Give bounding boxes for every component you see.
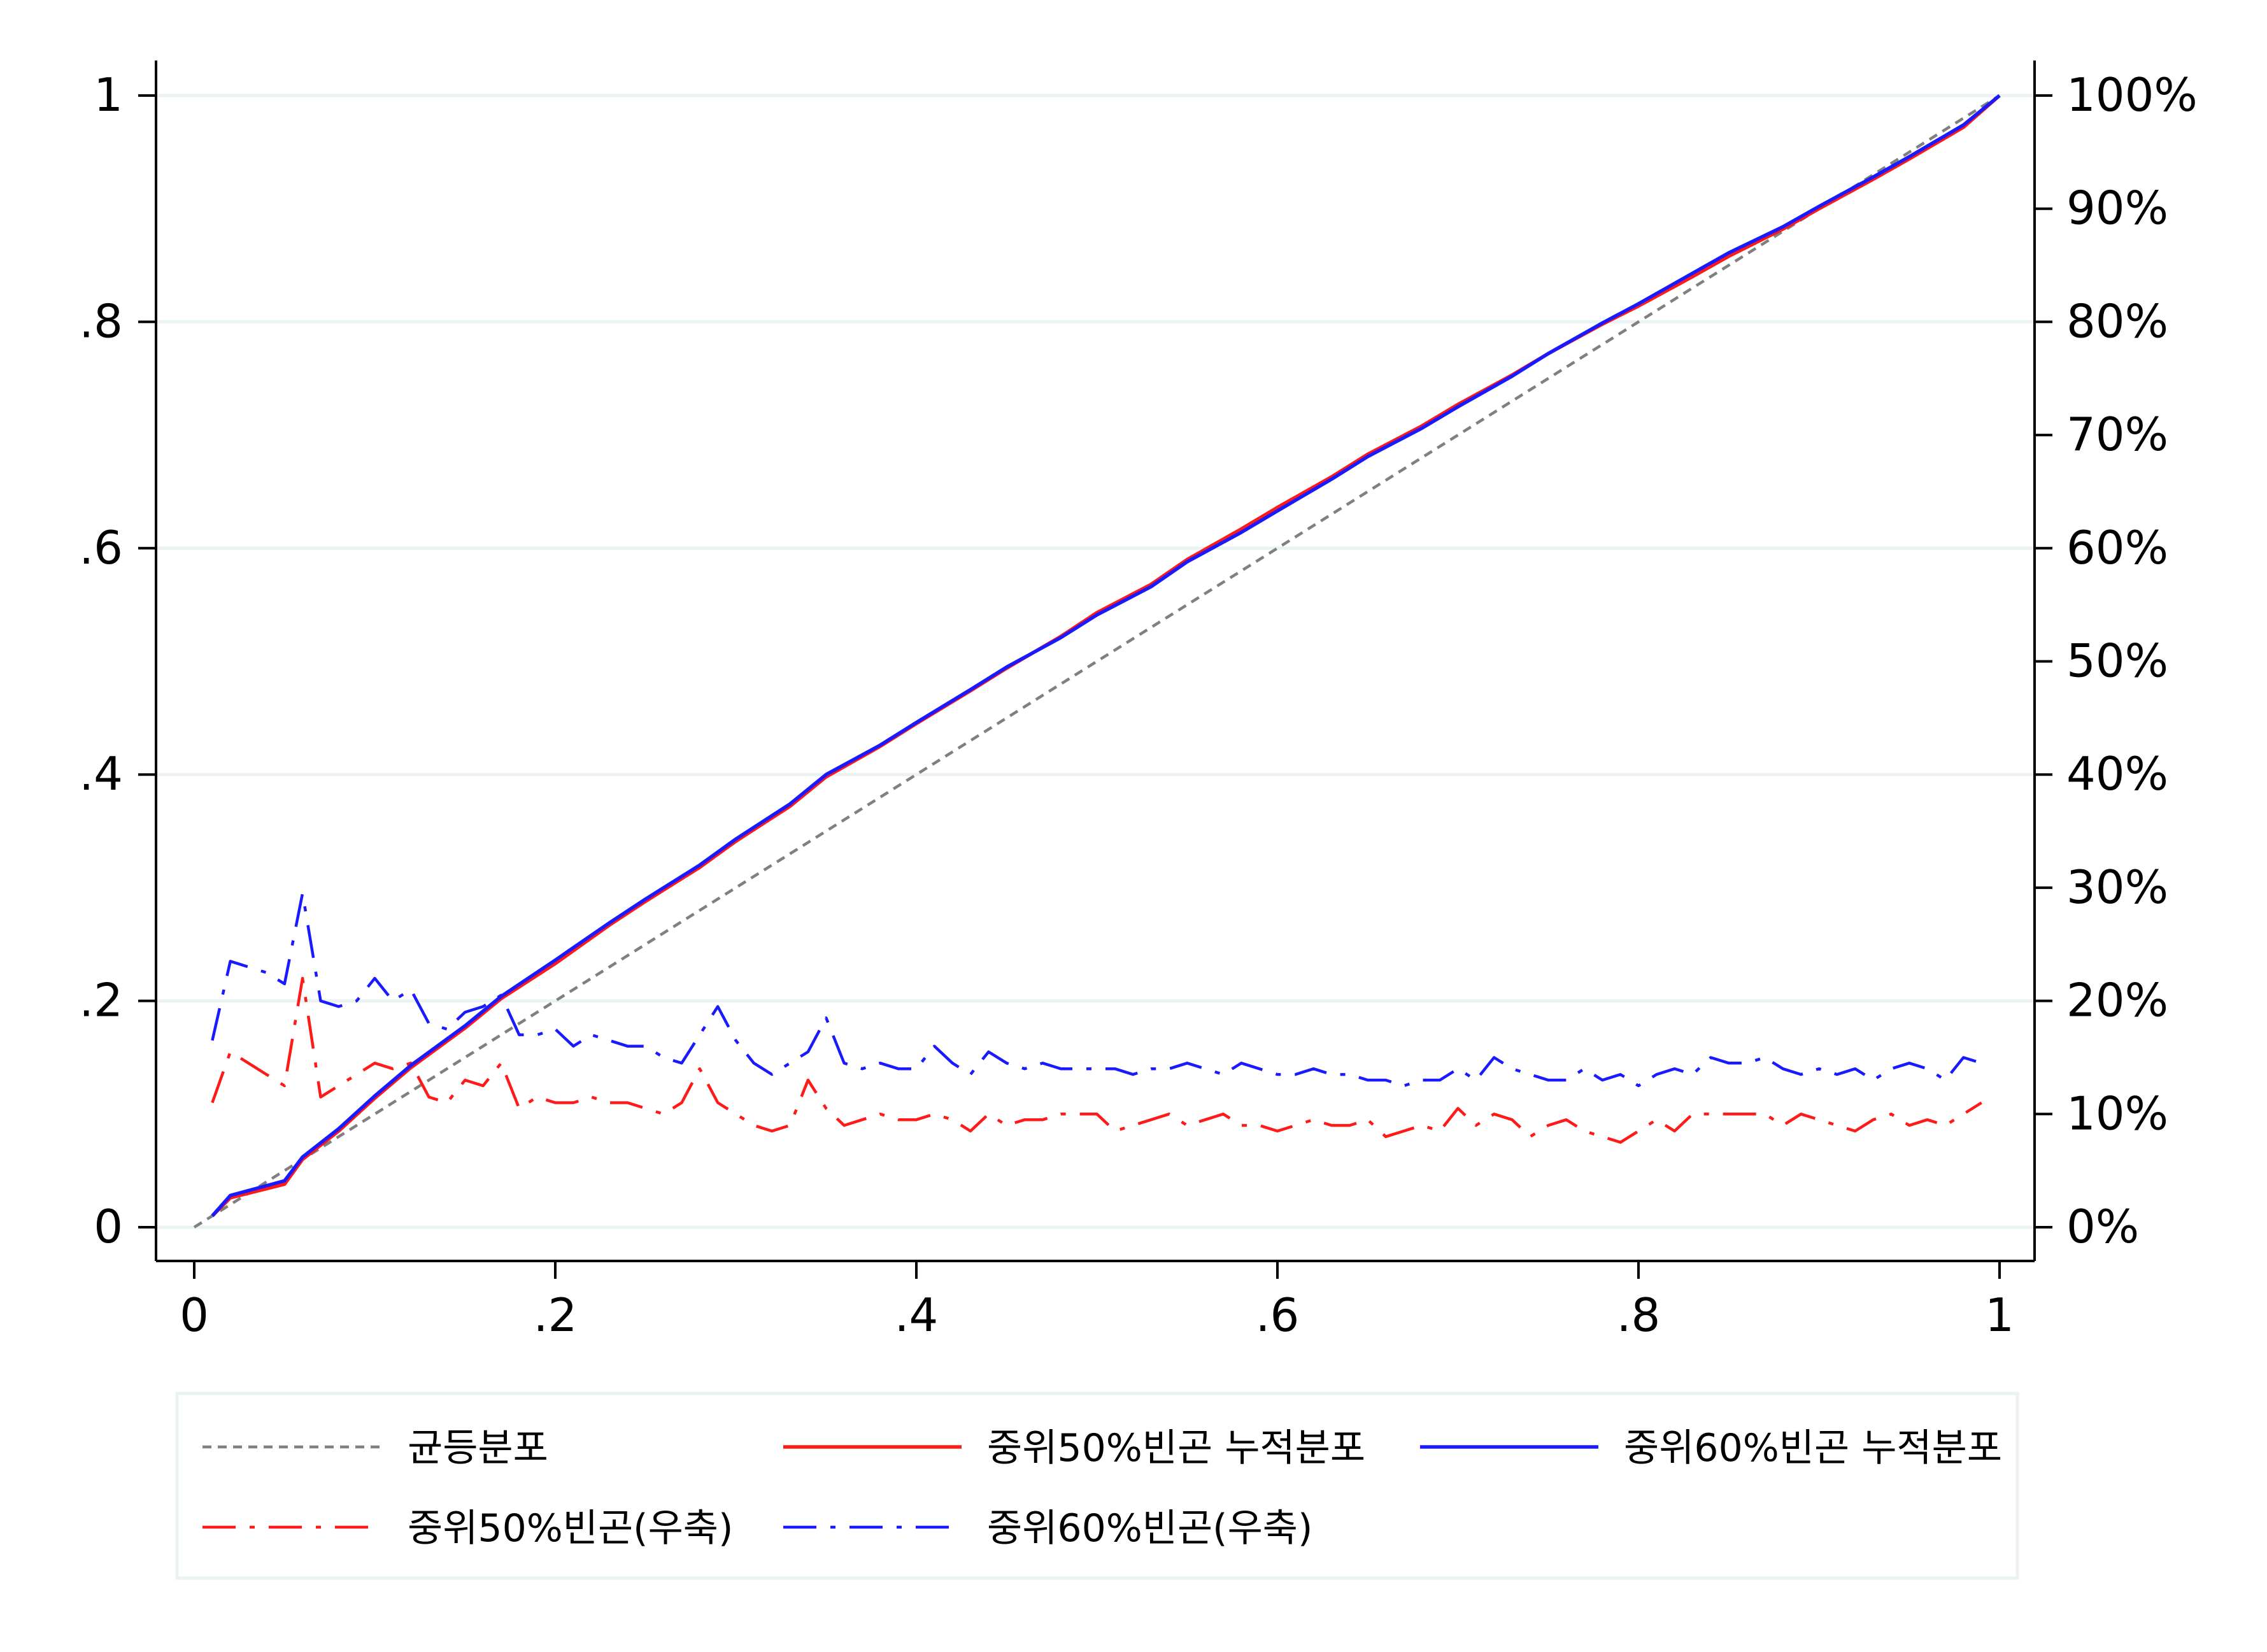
x-tick-label: .8	[1617, 1288, 1661, 1342]
legend-label: 균등분포	[408, 1426, 548, 1470]
y-right-tick-label: 10%	[2066, 1086, 2168, 1140]
x-tick-label: .6	[1256, 1288, 1300, 1342]
y-left-tick-label: .6	[79, 521, 123, 574]
legend-label: 중위50%빈곤(우축)	[408, 1506, 733, 1551]
legend-label: 중위50%빈곤 누적분포	[987, 1426, 1365, 1470]
series-line-3	[211, 94, 2001, 1218]
y-right-tick-label: 70%	[2066, 408, 2168, 461]
axes: 0.2.4.6.810%10%20%30%40%50%60%70%80%90%1…	[79, 61, 2198, 1342]
x-tick-label: .4	[895, 1288, 939, 1342]
y-right-tick-label: 50%	[2066, 634, 2168, 688]
y-right-tick-label: 60%	[2066, 521, 2168, 574]
series-layer	[193, 94, 2001, 1228]
y-left-tick-label: 1	[94, 68, 123, 122]
y-right-tick-label: 80%	[2066, 294, 2168, 348]
y-left-tick-label: 0	[94, 1200, 123, 1253]
legend-label: 중위60%빈곤 누적분포	[1624, 1426, 2002, 1470]
grid-lines	[156, 94, 2035, 1229]
legend-label: 중위60%빈곤(우축)	[987, 1506, 1312, 1551]
legend-box	[175, 1392, 2019, 1580]
y-right-tick-label: 20%	[2066, 974, 2168, 1027]
y-left-tick-label: .8	[79, 294, 123, 348]
x-tick-label: 1	[1985, 1288, 2014, 1342]
series-line-1	[193, 94, 2001, 1228]
x-tick-label: .2	[534, 1288, 578, 1342]
series-line-4	[211, 976, 1982, 1144]
y-right-tick-label: 100%	[2066, 68, 2198, 122]
y-right-tick-label: 0%	[2066, 1200, 2139, 1253]
y-left-tick-label: .4	[79, 747, 123, 801]
y-right-tick-label: 90%	[2066, 182, 2168, 235]
y-left-tick-label: .2	[79, 974, 123, 1027]
y-right-tick-label: 30%	[2066, 860, 2168, 914]
y-right-tick-label: 40%	[2066, 747, 2168, 801]
x-tick-label: 0	[180, 1288, 209, 1342]
